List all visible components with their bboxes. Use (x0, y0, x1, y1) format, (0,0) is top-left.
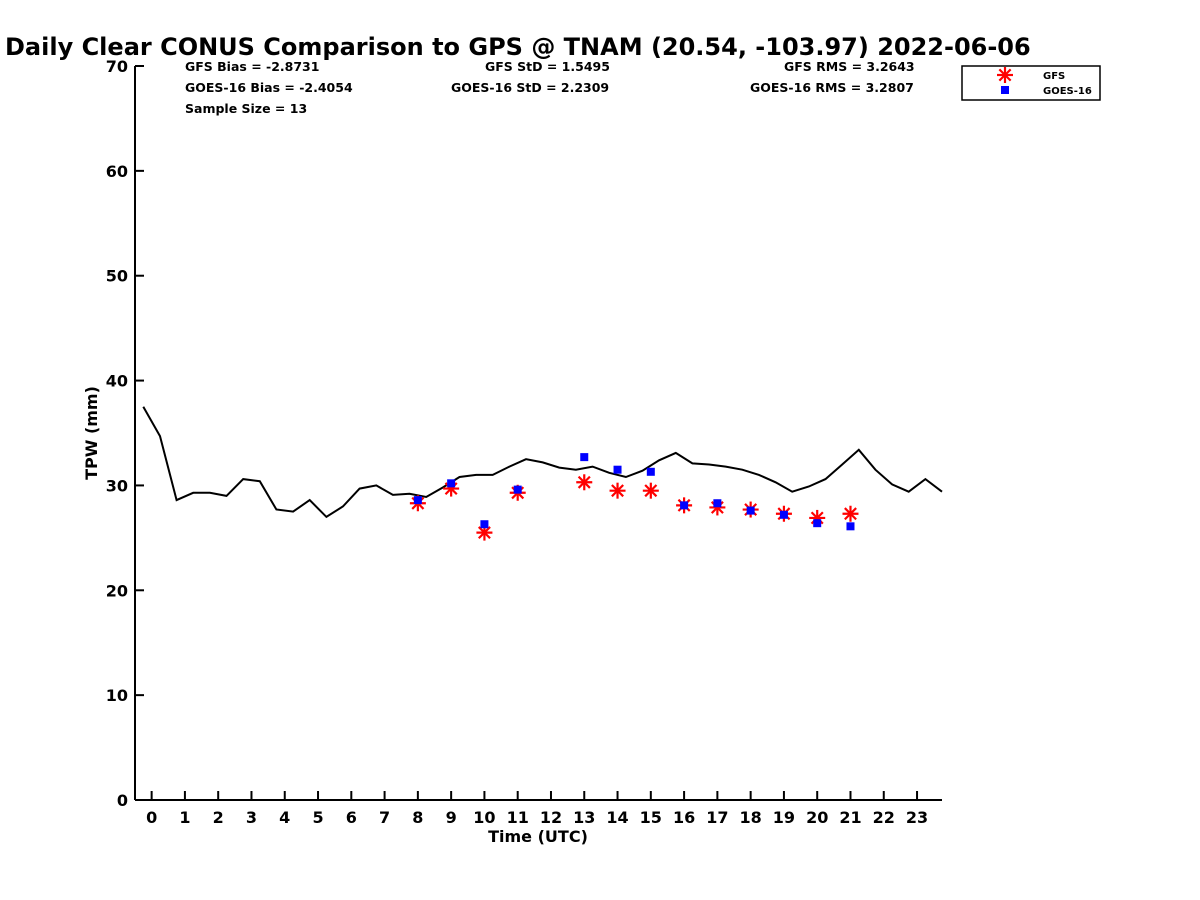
x-tick-label: 0 (146, 808, 157, 827)
y-axis-label: TPW (mm) (82, 386, 101, 480)
gfs-point (476, 524, 493, 541)
x-axis-label: Time (UTC) (488, 827, 588, 846)
x-tick-label: 11 (507, 808, 529, 827)
goes-16-point (746, 506, 755, 515)
goes-16-point (680, 501, 689, 510)
x-tick-label: 9 (446, 808, 457, 827)
goes-16-point (646, 467, 655, 476)
legend-gfs-label: GFS (1043, 71, 1065, 82)
y-tick-label: 50 (106, 267, 128, 286)
y-tick-label: 60 (106, 162, 128, 181)
gfs-point (576, 474, 593, 491)
x-tick-label: 2 (213, 808, 224, 827)
stats-block: GFS Bias = -2.8731 GFS StD = 1.5495 GFS … (185, 59, 915, 116)
x-tick-label: 10 (473, 808, 495, 827)
x-tick-label: 19 (773, 808, 795, 827)
legend-goes-marker (1001, 86, 1009, 94)
x-tick-label: 21 (839, 808, 861, 827)
x-tick-label: 18 (740, 808, 762, 827)
y-tick-label: 30 (106, 476, 128, 495)
x-tick-label: 3 (246, 808, 257, 827)
x-tick-label: 5 (312, 808, 323, 827)
gfs-point (842, 505, 859, 522)
y-tick-label: 20 (106, 581, 128, 600)
gfs-point (642, 482, 659, 499)
series-layer (142, 406, 943, 541)
goes-16-point (613, 465, 622, 474)
goes-16-point (480, 520, 489, 529)
x-tick-label: 17 (706, 808, 728, 827)
legend-box (961, 65, 1101, 101)
x-tick-label: 6 (346, 808, 357, 827)
gfs-std-stat: GFS StD = 1.5495 (485, 59, 610, 74)
x-tick-label: 13 (573, 808, 595, 827)
x-tick-label: 1 (179, 808, 190, 827)
sample-size-stat: Sample Size = 13 (185, 101, 307, 116)
x-tick-label: 14 (606, 808, 628, 827)
legend: GFS GOES-16 (961, 65, 1101, 101)
goes-16-point (846, 522, 855, 531)
x-axis-ticks: 0 1 2 3 4 5 6 7 8 9 10 11 12 13 14 15 16 17 18 19 20 21 22 23 (146, 791, 928, 827)
y-tick-label: 70 (106, 57, 128, 76)
goes-16-point (779, 510, 788, 519)
y-tick-label: 0 (117, 791, 128, 810)
x-tick-label: 12 (540, 808, 562, 827)
x-tick-label: 7 (379, 808, 390, 827)
x-tick-label: 8 (412, 808, 423, 827)
x-tick-label: 15 (640, 808, 662, 827)
x-tick-label: 20 (806, 808, 828, 827)
x-tick-label: 23 (906, 808, 928, 827)
y-axis-ticks: 0 10 20 30 40 50 60 70 (106, 57, 144, 810)
gps-tpw-line (142, 406, 943, 519)
chart-title: Daily Clear CONUS Comparison to GPS @ TN… (5, 33, 1031, 61)
goes-16-point (413, 496, 422, 505)
goes-16-point (447, 479, 456, 488)
x-tick-label: 4 (279, 808, 290, 827)
goes-16-point (813, 519, 822, 528)
x-tick-label: 16 (673, 808, 695, 827)
goes-bias-stat: GOES-16 Bias = -2.4054 (185, 80, 353, 95)
legend-goes-label: GOES-16 (1043, 86, 1092, 97)
gfs-point (609, 482, 626, 499)
goes-16-point (580, 453, 589, 462)
gfs-rms-stat: GFS RMS = 3.2643 (784, 59, 915, 74)
gfs-bias-stat: GFS Bias = -2.8731 (185, 59, 319, 74)
x-tick-label: 22 (873, 808, 895, 827)
goes-rms-stat: GOES-16 RMS = 3.2807 (750, 80, 914, 95)
legend-gfs-marker (997, 67, 1013, 83)
goes-std-stat: GOES-16 StD = 2.2309 (451, 80, 609, 95)
goes-16-point (713, 499, 722, 508)
y-tick-label: 10 (106, 686, 128, 705)
legend-gfs-asterisk (997, 67, 1013, 83)
y-tick-label: 40 (106, 372, 128, 391)
goes-16-point (513, 485, 522, 494)
